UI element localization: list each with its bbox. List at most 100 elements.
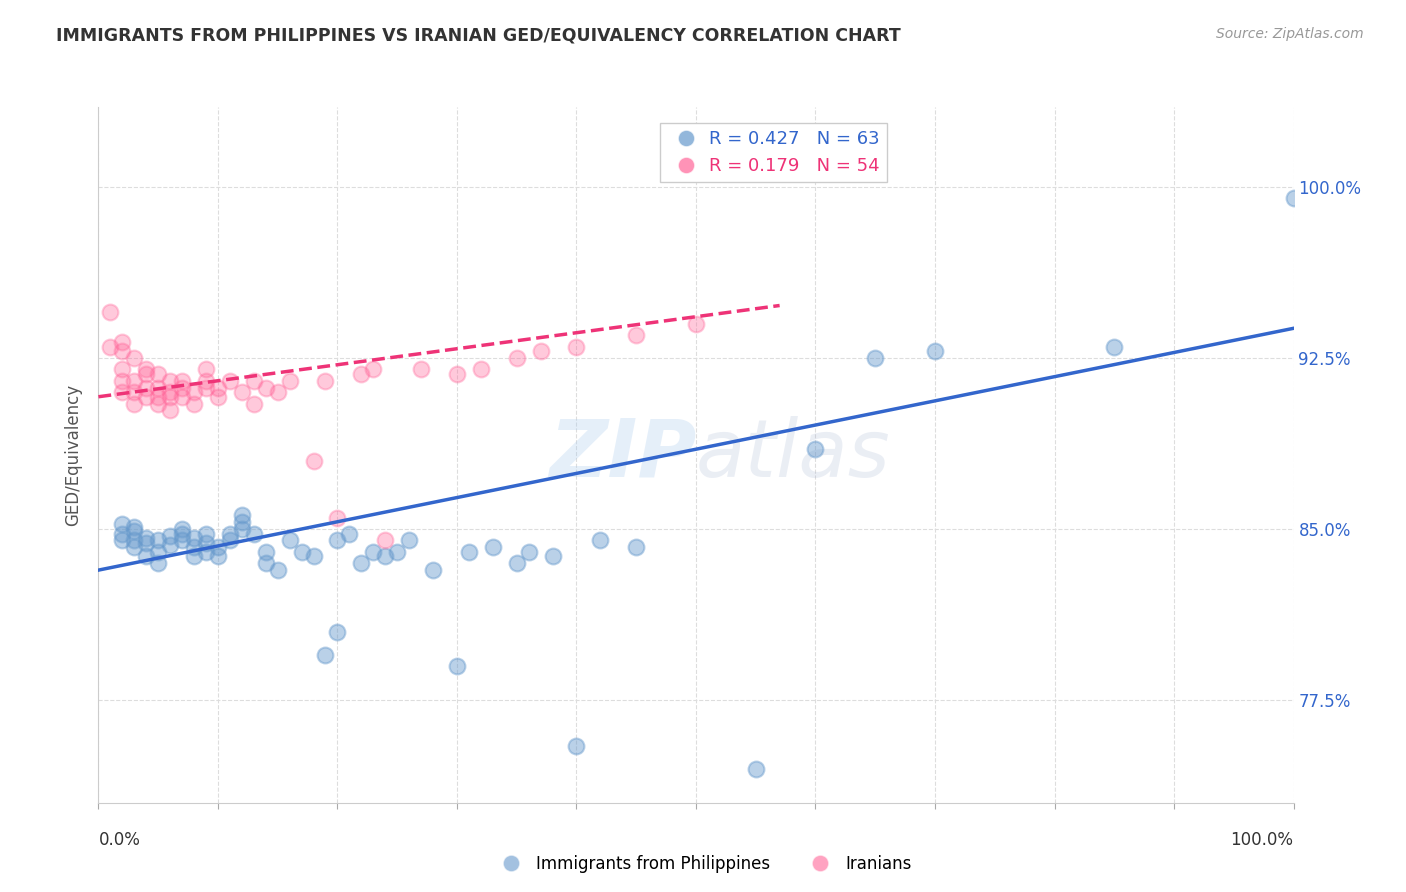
Point — [924, 344, 946, 359]
Point — [159, 529, 181, 543]
Point — [194, 381, 218, 395]
Point — [446, 659, 468, 673]
Point — [148, 390, 170, 404]
Point — [194, 535, 218, 549]
Point — [183, 541, 205, 555]
Point — [135, 535, 157, 549]
Point — [446, 367, 468, 381]
Point — [1102, 340, 1125, 354]
Point — [458, 545, 481, 559]
Point — [172, 522, 194, 536]
Point — [411, 362, 433, 376]
Point — [183, 396, 205, 410]
Point — [267, 385, 290, 400]
Point — [194, 362, 218, 376]
Point — [111, 526, 134, 541]
Point — [326, 510, 349, 524]
Point — [374, 549, 396, 564]
Point — [148, 556, 170, 570]
Point — [315, 648, 337, 662]
Point — [254, 556, 277, 570]
Point — [111, 362, 134, 376]
Point — [183, 549, 205, 564]
Point — [172, 526, 194, 541]
Point — [111, 385, 134, 400]
Point — [148, 545, 170, 559]
Point — [219, 533, 242, 548]
Point — [804, 442, 827, 457]
Point — [124, 385, 146, 400]
Point — [135, 531, 157, 545]
Point — [135, 362, 157, 376]
Point — [124, 520, 146, 534]
Text: 100.0%: 100.0% — [1230, 830, 1294, 848]
Point — [339, 526, 360, 541]
Point — [124, 533, 146, 548]
Point — [219, 374, 242, 388]
Point — [291, 545, 314, 559]
Point — [98, 340, 122, 354]
Point — [302, 549, 325, 564]
Point — [315, 374, 337, 388]
Point — [124, 524, 146, 539]
Point — [385, 545, 409, 559]
Point — [565, 340, 588, 354]
Point — [745, 762, 768, 776]
Point — [159, 403, 181, 417]
Point — [326, 533, 349, 548]
Point — [231, 385, 253, 400]
Point — [111, 344, 134, 359]
Point — [350, 556, 373, 570]
Point — [148, 533, 170, 548]
Point — [231, 515, 253, 529]
Point — [172, 533, 194, 548]
Point — [207, 390, 229, 404]
Point — [243, 526, 266, 541]
Text: 0.0%: 0.0% — [98, 830, 141, 848]
Point — [231, 508, 253, 523]
Point — [111, 334, 134, 349]
Point — [506, 556, 529, 570]
Point — [589, 533, 612, 548]
Point — [207, 541, 229, 555]
Point — [422, 563, 444, 577]
Point — [194, 374, 218, 388]
Point — [302, 453, 325, 467]
Legend: Immigrants from Philippines, Iranians: Immigrants from Philippines, Iranians — [488, 848, 918, 880]
Point — [363, 545, 385, 559]
Point — [517, 545, 540, 559]
Point — [541, 549, 564, 564]
Point — [135, 549, 157, 564]
Point — [278, 374, 301, 388]
Point — [506, 351, 529, 365]
Point — [685, 317, 707, 331]
Point — [207, 381, 229, 395]
Text: ZIP: ZIP — [548, 416, 696, 494]
Point — [1282, 191, 1305, 205]
Point — [219, 526, 242, 541]
Point — [124, 374, 146, 388]
Point — [98, 305, 122, 319]
Point — [278, 533, 301, 548]
Point — [374, 533, 396, 548]
Point — [159, 538, 181, 552]
Y-axis label: GED/Equivalency: GED/Equivalency — [65, 384, 83, 526]
Point — [172, 381, 194, 395]
Point — [111, 533, 134, 548]
Point — [350, 367, 373, 381]
Point — [243, 396, 266, 410]
Point — [398, 533, 420, 548]
Point — [135, 390, 157, 404]
Point — [565, 739, 588, 753]
Point — [135, 367, 157, 381]
Text: atlas: atlas — [696, 416, 891, 494]
Point — [626, 541, 648, 555]
Point — [207, 549, 229, 564]
Point — [148, 396, 170, 410]
Point — [124, 351, 146, 365]
Point — [470, 362, 492, 376]
Point — [172, 374, 194, 388]
Text: Source: ZipAtlas.com: Source: ZipAtlas.com — [1216, 27, 1364, 41]
Point — [111, 517, 134, 532]
Point — [326, 624, 349, 639]
